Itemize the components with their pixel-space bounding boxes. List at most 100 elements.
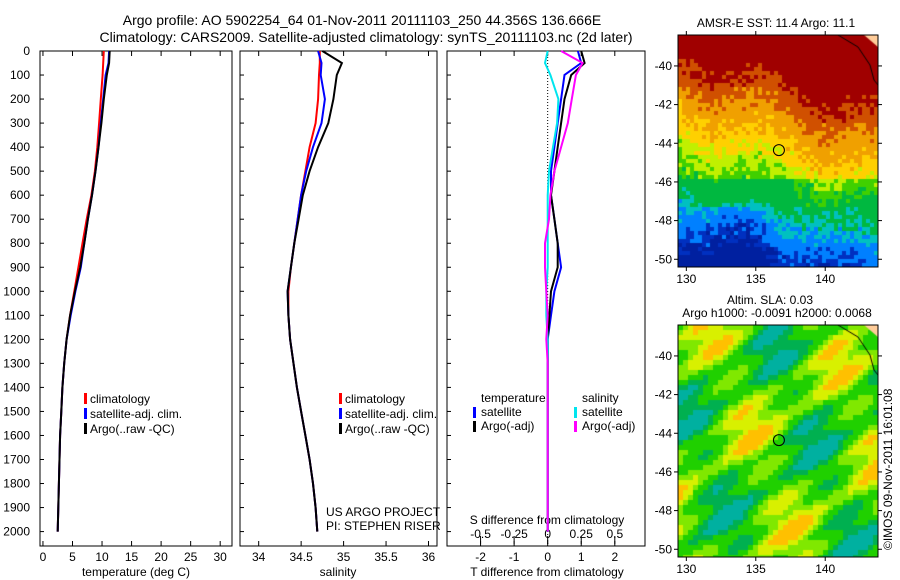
project-credit: US ARGO PROJECT bbox=[326, 505, 441, 519]
x2-tick-label: -0.5 bbox=[470, 527, 491, 541]
copyright-stamp: ©IMOS 09-Nov-2011 16:01:08 bbox=[881, 388, 895, 550]
lat-tick-label: -42 bbox=[655, 388, 673, 402]
x2-tick-label: -0.25 bbox=[500, 527, 528, 541]
y-tick-label: 700 bbox=[10, 212, 30, 226]
lat-tick-label: -48 bbox=[655, 214, 673, 228]
y-tick-label: 1700 bbox=[3, 452, 30, 466]
map-frame bbox=[678, 35, 878, 267]
salinity-panel: 34 34.5 35 35.5 36 bbox=[240, 51, 437, 564]
y-tick-label: 600 bbox=[10, 188, 30, 202]
x-tick-label: 30 bbox=[214, 550, 228, 564]
plot-frame bbox=[240, 51, 437, 546]
argo-profile-figure: Argo profile: AO 5902254_64 01-Nov-2011 … bbox=[0, 0, 900, 580]
legend-title-temperature: temperature bbox=[481, 391, 546, 405]
legend-swatch-s-argo bbox=[574, 421, 577, 432]
legend-swatch-t-argo bbox=[473, 421, 476, 432]
y-tick-label: 1300 bbox=[3, 356, 30, 370]
temperature-legend: climatology satellite-adj. clim. Argo(..… bbox=[84, 392, 182, 436]
x-tick-label: 15 bbox=[125, 550, 139, 564]
legend-label: satellite bbox=[481, 405, 522, 419]
x-tick-label: 10 bbox=[95, 550, 109, 564]
legend-swatch-argo bbox=[339, 423, 342, 434]
y-tick-label: 500 bbox=[10, 164, 30, 178]
figure-title-line2: Climatology: CARS2009. Satellite-adjuste… bbox=[99, 29, 632, 45]
figure-svg: Argo profile: AO 5902254_64 01-Nov-2011 … bbox=[0, 0, 900, 580]
legend-swatch-argo bbox=[84, 423, 87, 434]
y-tick-label: 1600 bbox=[3, 428, 30, 442]
legend-label: climatology bbox=[345, 392, 405, 406]
lon-tick-label: 130 bbox=[676, 562, 696, 576]
y-tick-label: 800 bbox=[10, 236, 30, 250]
legend-label: satellite bbox=[582, 405, 623, 419]
lon-tick-label: 135 bbox=[746, 562, 766, 576]
figure-title-line1: Argo profile: AO 5902254_64 01-Nov-2011 … bbox=[123, 12, 601, 28]
y-tick-label: 1500 bbox=[3, 404, 30, 418]
legend-title-salinity: salinity bbox=[582, 391, 619, 405]
x-tick-label: 20 bbox=[154, 550, 168, 564]
lat-tick-label: -44 bbox=[655, 136, 673, 150]
lat-tick-label: -40 bbox=[655, 59, 673, 73]
legend-label: climatology bbox=[90, 392, 150, 406]
x-tick-label: 2 bbox=[611, 550, 618, 564]
y-tick-label: 1000 bbox=[3, 284, 30, 298]
legend-swatch-s-satellite bbox=[574, 407, 577, 418]
argo-position-marker bbox=[773, 145, 784, 156]
pi-credit: PI: STEPHEN RISER bbox=[326, 519, 441, 533]
y-tick-label: 1800 bbox=[3, 477, 30, 491]
temperature-panel: 0 5 10 15 20 25 300100200300400500600700800900… bbox=[3, 44, 232, 564]
y-tick-label: 100 bbox=[10, 68, 30, 82]
y-tick-label: 200 bbox=[10, 92, 30, 106]
salinity-xlabel: salinity bbox=[320, 565, 357, 579]
x-tick-label: 0 bbox=[40, 550, 47, 564]
y-tick-label: 300 bbox=[10, 116, 30, 130]
series-line-satellite-adj-clim- bbox=[288, 51, 325, 532]
y-tick-label: 2000 bbox=[3, 525, 30, 539]
x-tick-label: -2 bbox=[475, 550, 486, 564]
sst-map-axes: 130 135 140-40-42-44-46-48-50 bbox=[655, 31, 882, 286]
series-line-argo-raw-qc- bbox=[58, 51, 110, 532]
legend-label: satellite-adj. clim. bbox=[90, 407, 182, 421]
legend-swatch-climatology bbox=[84, 393, 87, 404]
differences-panel: -2-1012-0.5-0.2500.250.5 bbox=[447, 51, 645, 564]
lat-tick-label: -44 bbox=[655, 426, 673, 440]
lat-tick-label: -50 bbox=[655, 252, 673, 266]
x-tick-label: 34.5 bbox=[289, 550, 313, 564]
legend-swatch-satellite bbox=[339, 408, 342, 419]
x-tick-label: 25 bbox=[184, 550, 198, 564]
y-tick-label: 1200 bbox=[3, 332, 30, 346]
x-tick-label: 0 bbox=[544, 550, 551, 564]
lat-tick-label: -46 bbox=[655, 465, 673, 479]
legend-swatch-satellite bbox=[84, 408, 87, 419]
legend-label: Argo(-adj) bbox=[481, 419, 534, 433]
sla-map-title1: Altim. SLA: 0.03 bbox=[727, 293, 813, 307]
salinity-legend: climatology satellite-adj. clim. Argo(..… bbox=[339, 392, 437, 436]
temperature-xlabel: temperature (deg C) bbox=[82, 565, 190, 579]
lat-tick-label: -48 bbox=[655, 504, 673, 518]
legend-label: satellite-adj. clim. bbox=[345, 407, 437, 421]
legend-label: Argo(..raw -QC) bbox=[90, 422, 175, 436]
legend-label: Argo(-adj) bbox=[582, 419, 635, 433]
lon-tick-label: 135 bbox=[746, 272, 766, 286]
legend-label: Argo(..raw -QC) bbox=[345, 422, 430, 436]
sla-map-axes: 130 135 140 -40 -42 -44 -46 -48 -50 bbox=[655, 321, 882, 576]
lon-tick-label: 140 bbox=[815, 562, 835, 576]
x2-tick-label: 0.25 bbox=[570, 527, 594, 541]
series-line-climatology bbox=[288, 51, 319, 532]
lat-tick-label: -46 bbox=[655, 175, 673, 189]
x-tick-label: 36 bbox=[422, 550, 436, 564]
sst-map-title: AMSR-E SST: 11.4 Argo: 11.1 bbox=[697, 16, 856, 30]
lat-tick-label: -40 bbox=[655, 349, 673, 363]
lat-tick-label: -42 bbox=[655, 98, 673, 112]
lon-tick-label: 130 bbox=[676, 272, 696, 286]
series-line-t-satellite bbox=[548, 51, 582, 532]
y-tick-label: 1900 bbox=[3, 501, 30, 515]
legend-swatch-t-satellite bbox=[473, 407, 476, 418]
x-tick-label: 34 bbox=[252, 550, 266, 564]
plot-frame bbox=[40, 51, 232, 546]
y-tick-label: 0 bbox=[23, 44, 30, 58]
legend-swatch-climatology bbox=[339, 393, 342, 404]
series-line-t-argo-adj- bbox=[548, 51, 585, 532]
x-tick-label: -1 bbox=[509, 550, 520, 564]
series-line-climatology bbox=[58, 51, 104, 532]
sla-map-title2: Argo h1000: -0.0091 h2000: 0.0068 bbox=[682, 306, 872, 320]
